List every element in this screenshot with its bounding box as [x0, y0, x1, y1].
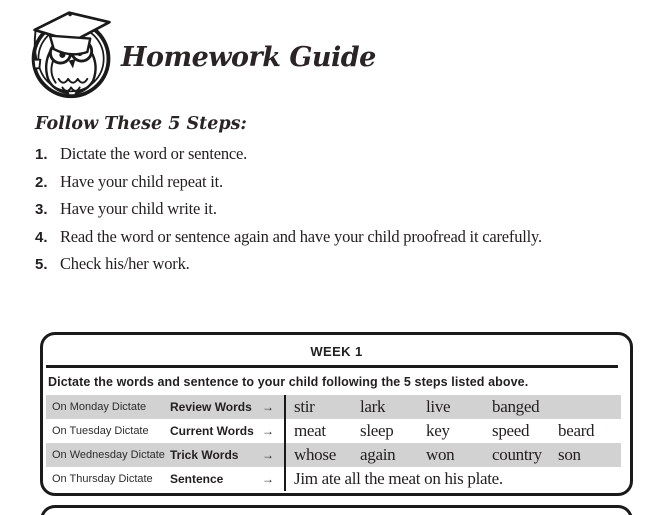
dictation-word: son [558, 445, 581, 464]
row-words-cell: stir lark live banged [284, 395, 621, 419]
row-day-label: On Wednesday Dictate [52, 449, 165, 461]
owl-graduate-logo [24, 4, 120, 100]
arrow-icon: → [262, 448, 274, 462]
dictation-word: country [492, 445, 542, 464]
dictation-word: lark [360, 397, 386, 416]
owl-graduate-icon [31, 11, 111, 99]
week-title: WEEK 1 [310, 344, 363, 359]
row-category-label: Review Words [170, 400, 252, 414]
steps-list: 1. Dictate the word or sentence. 2. Have yo… [35, 144, 635, 282]
row-category-label: Sentence [170, 472, 224, 486]
week-instruction: Dictate the words and sentence to your c… [48, 375, 529, 389]
step-number: 2. [35, 173, 48, 191]
step-number: 5. [35, 256, 48, 273]
step-item: 3. Have your child write it. [35, 199, 635, 227]
dictation-word: key [426, 421, 450, 440]
step-item: 1. Dictate the word or sentence. [35, 144, 635, 172]
dictation-word: banged [492, 397, 540, 416]
next-week-box-partial [40, 505, 633, 515]
step-text: Check his/her work. [60, 254, 190, 273]
table-row: On Thursday Dictate Sentence → Jim ate all … [46, 467, 621, 491]
dictation-word: whose [294, 445, 336, 464]
dictation-word: speed [492, 421, 530, 440]
row-day-label: On Thursday Dictate [52, 473, 153, 485]
table-row: On Wednesday Dictate Trick Words → whose aga… [46, 443, 621, 467]
step-item: 5. Check his/her work. [35, 254, 635, 282]
week1-box: WEEK 1 Dictate the words and sentence to… [40, 332, 633, 496]
arrow-icon: → [262, 424, 274, 438]
step-text: Have your child write it. [60, 199, 217, 218]
dictation-word: again [360, 445, 396, 464]
step-text: Have your child repeat it. [60, 171, 223, 191]
table-row: On Monday Dictate Review Words → stir lark li… [46, 395, 621, 419]
step-text: Dictate the word or sentence. [60, 144, 248, 163]
row-day-label: On Tuesday Dictate [52, 425, 149, 437]
row-words-cell: whose again won country son [284, 443, 624, 467]
dictation-sentence: Jim ate all the meat on his plate. [294, 469, 503, 488]
week-title-rule [46, 365, 618, 368]
dictation-word: won [426, 445, 455, 464]
steps-heading: Follow These 5 Steps: [35, 114, 247, 134]
dictation-word: meat [294, 421, 326, 440]
week-rows: On Monday Dictate Review Words → stir lark li… [46, 395, 621, 491]
row-category-label: Trick Words [170, 448, 239, 462]
step-text: Read the word or sentence again and have… [60, 226, 542, 246]
step-item: 4. Read the word or sentence again and ha… [35, 227, 635, 255]
dictation-word: stir [294, 397, 315, 416]
row-category-label: Current Words [170, 424, 254, 438]
step-number: 1. [35, 146, 48, 163]
dictation-word: live [426, 397, 451, 416]
dictation-word: sleep [360, 421, 394, 440]
step-item: 2. Have your child repeat it. [35, 172, 635, 200]
row-day-label: On Monday Dictate [52, 401, 147, 413]
arrow-icon: → [262, 472, 274, 486]
step-number: 4. [35, 228, 48, 246]
row-words-cell: meat sleep key speed beard [284, 419, 624, 443]
dictation-word: beard [558, 421, 595, 440]
table-row: On Tuesday Dictate Current Words → meat slee… [46, 419, 621, 443]
row-words-cell: Jim ate all the meat on his plate. [284, 467, 621, 491]
page-title: Homework Guide [121, 42, 376, 73]
arrow-icon: → [262, 400, 274, 414]
step-number: 3. [35, 201, 48, 218]
